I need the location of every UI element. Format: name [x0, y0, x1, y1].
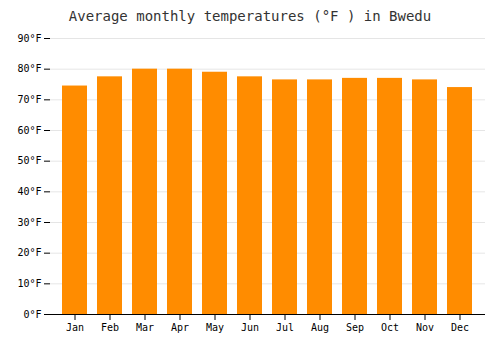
svg-text:30°F: 30°F [17, 217, 41, 228]
svg-text:May: May [206, 322, 224, 333]
svg-text:Sep: Sep [346, 322, 364, 333]
svg-text:Dec: Dec [451, 322, 469, 333]
svg-text:Jan: Jan [66, 322, 84, 333]
svg-text:60°F: 60°F [17, 125, 41, 136]
html-text:Average monthly temperatures (: Average monthly temperatures (°F ) in Bw… [68, 8, 432, 24]
svg-text:0°F: 0°F [23, 309, 41, 320]
svg-text:20°F: 20°F [17, 247, 41, 258]
svg-text:50°F: 50°F [17, 155, 41, 166]
svg-text:Apr: Apr [171, 322, 189, 333]
svg-text:Feb: Feb [101, 322, 119, 333]
svg-text:70°F: 70°F [17, 94, 41, 105]
svg-text:10°F: 10°F [17, 278, 41, 289]
svg-text:40°F: 40°F [17, 186, 41, 197]
svg-text:80°F: 80°F [17, 63, 41, 74]
svg-text:Nov: Nov [416, 322, 434, 333]
svg-text:90°F: 90°F [17, 33, 41, 44]
svg-text:Aug: Aug [311, 322, 329, 333]
svg-text:Oct: Oct [381, 322, 399, 333]
svg-text:Mar: Mar [136, 322, 154, 333]
svg-text:Jul: Jul [276, 322, 294, 333]
svg-text:Jun: Jun [241, 322, 259, 333]
